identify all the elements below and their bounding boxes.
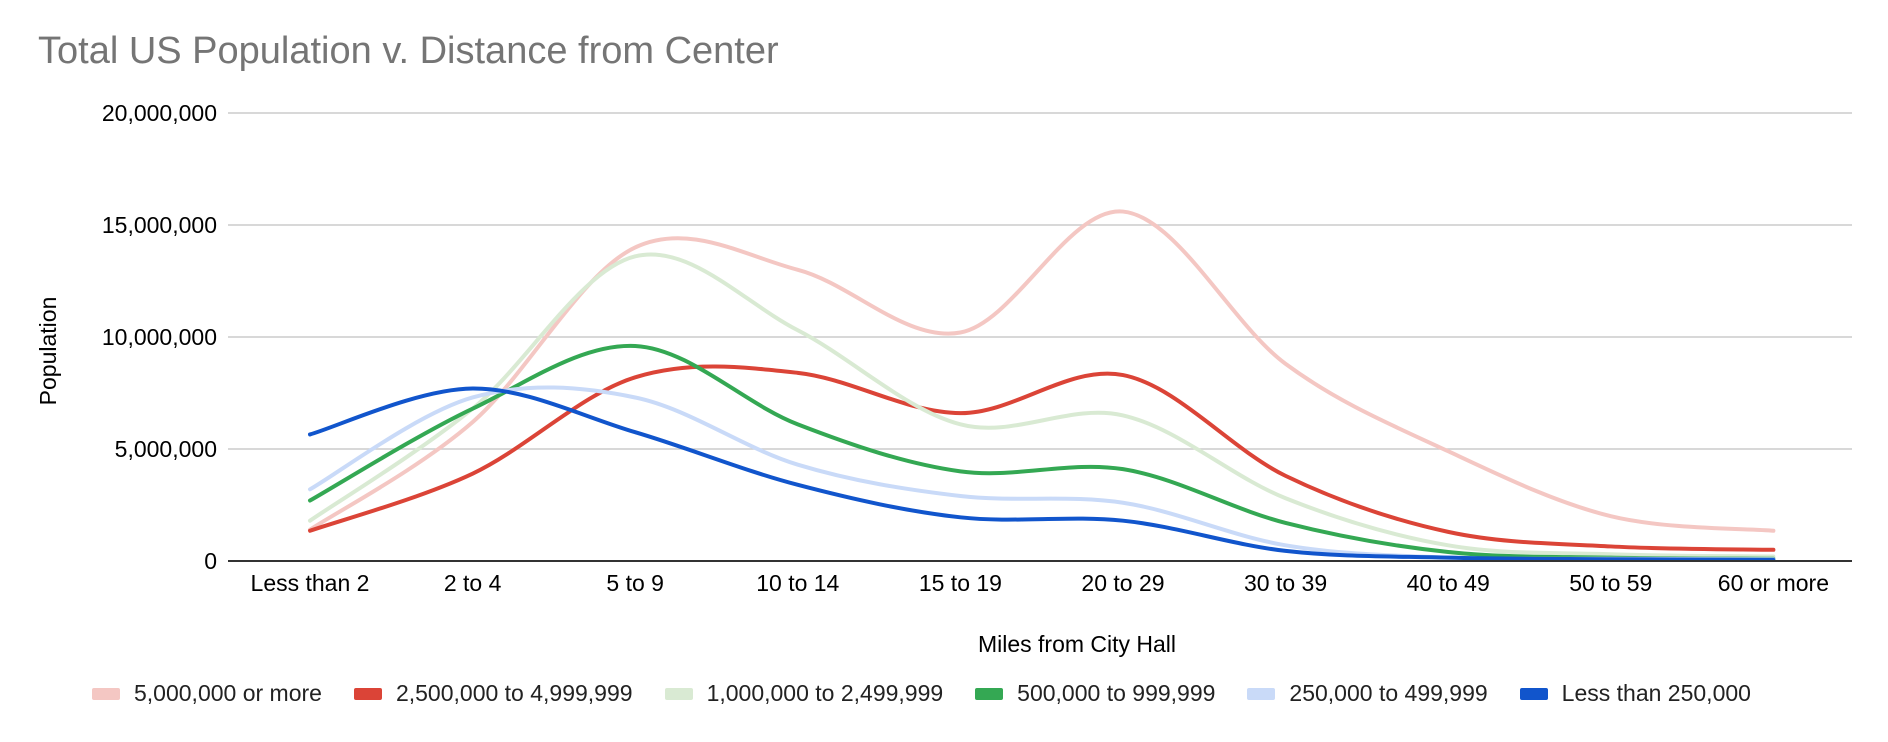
- legend-swatch: [664, 687, 693, 700]
- x-tick-label: 50 to 59: [1569, 570, 1652, 596]
- legend-label: 500,000 to 999,999: [1017, 680, 1216, 706]
- y-tick-label: 0: [204, 548, 217, 574]
- legend-item[interactable]: Less than 250,000: [1519, 680, 1751, 707]
- x-tick-label: Less than 2: [251, 570, 370, 596]
- y-axis-label: Population: [35, 297, 61, 406]
- legend-label: 250,000 to 499,999: [1289, 680, 1488, 706]
- legend-swatch: [92, 687, 120, 700]
- legend-label: 5,000,000 or more: [134, 680, 322, 706]
- legend-item[interactable]: 500,000 to 999,999: [975, 680, 1215, 707]
- x-axis-label: Miles from City Hall: [978, 631, 1176, 657]
- legend: 5,000,000 or more 2,500,000 to 4,999,999 1…: [92, 680, 1783, 707]
- y-tick-label: 15,000,000: [102, 212, 217, 238]
- series-line-1: [308, 209, 1776, 533]
- legend-label: 2,500,000 to 4,999,999: [395, 680, 633, 706]
- x-tick-label: 40 to 49: [1407, 570, 1490, 596]
- x-tick-label: 15 to 19: [919, 570, 1002, 596]
- series-line-2: [308, 364, 1776, 552]
- legend-label: Less than 250,000: [1561, 680, 1751, 706]
- legend-swatch: [1247, 687, 1276, 700]
- series-line-3: [308, 252, 1776, 559]
- y-axis-ticks: 0 5,000,000 10,000,000 15,000,000 20,000,000: [102, 100, 217, 574]
- legend-item[interactable]: 2,500,000 to 4,999,999: [353, 680, 633, 707]
- x-tick-label: 2 to 4: [444, 570, 502, 596]
- x-tick-label: 60 or more: [1718, 570, 1829, 596]
- series-lines: [308, 209, 1776, 562]
- legend-swatch: [975, 687, 1004, 700]
- legend-item[interactable]: 1,000,000 to 2,499,999: [664, 680, 944, 707]
- series-line-6: [308, 386, 1776, 562]
- y-tick-label: 20,000,000: [102, 100, 217, 126]
- chart-title: Total US Population v. Distance from Cen…: [38, 30, 779, 72]
- series-line-4: [308, 343, 1776, 561]
- y-tick-label: 5,000,000: [115, 436, 217, 462]
- legend-label: 1,000,000 to 2,499,999: [706, 680, 944, 706]
- x-tick-label: 30 to 39: [1244, 570, 1327, 596]
- x-tick-label: 5 to 9: [606, 570, 664, 596]
- y-tick-label: 10,000,000: [102, 324, 217, 350]
- x-tick-label: 10 to 14: [756, 570, 839, 596]
- x-axis-ticks: Less than 2 2 to 4 5 to 9 10 to 14 15 to 19 2…: [251, 570, 1829, 596]
- legend-swatch: [353, 687, 382, 700]
- legend-swatch: [1519, 687, 1548, 700]
- x-tick-label: 20 to 29: [1081, 570, 1164, 596]
- legend-item[interactable]: 5,000,000 or more: [92, 680, 322, 707]
- gridlines: [228, 112, 1852, 450]
- series-line-5: [308, 385, 1776, 562]
- legend-item[interactable]: 250,000 to 499,999: [1247, 680, 1488, 707]
